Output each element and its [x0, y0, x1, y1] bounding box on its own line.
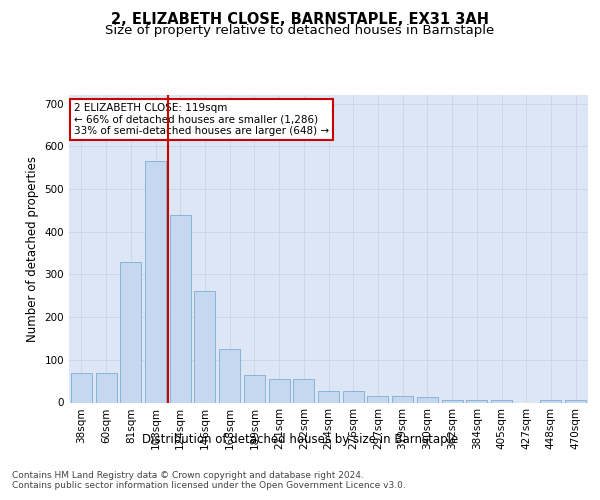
Bar	[442, 400, 463, 402]
Bar	[269, 379, 290, 402]
Bar	[120, 262, 141, 402]
Bar	[170, 214, 191, 402]
Bar	[244, 374, 265, 402]
Text: 2, ELIZABETH CLOSE, BARNSTAPLE, EX31 3AH: 2, ELIZABETH CLOSE, BARNSTAPLE, EX31 3AH	[111, 12, 489, 28]
Bar	[491, 400, 512, 402]
Bar	[565, 400, 586, 402]
Bar	[466, 400, 487, 402]
Bar	[293, 379, 314, 402]
Bar	[318, 390, 339, 402]
Text: Distribution of detached houses by size in Barnstaple: Distribution of detached houses by size …	[142, 432, 458, 446]
Text: Size of property relative to detached houses in Barnstaple: Size of property relative to detached ho…	[106, 24, 494, 37]
Bar	[219, 349, 240, 403]
Bar	[194, 292, 215, 403]
Text: 2 ELIZABETH CLOSE: 119sqm
← 66% of detached houses are smaller (1,286)
33% of se: 2 ELIZABETH CLOSE: 119sqm ← 66% of detac…	[74, 102, 329, 136]
Bar	[95, 372, 116, 402]
Bar	[417, 398, 438, 402]
Bar	[367, 396, 388, 402]
Bar	[392, 396, 413, 402]
Text: Contains public sector information licensed under the Open Government Licence v3: Contains public sector information licen…	[12, 481, 406, 490]
Text: Contains HM Land Registry data © Crown copyright and database right 2024.: Contains HM Land Registry data © Crown c…	[12, 471, 364, 480]
Y-axis label: Number of detached properties: Number of detached properties	[26, 156, 39, 342]
Bar	[541, 400, 562, 402]
Bar	[145, 161, 166, 402]
Bar	[343, 390, 364, 402]
Bar	[71, 372, 92, 402]
